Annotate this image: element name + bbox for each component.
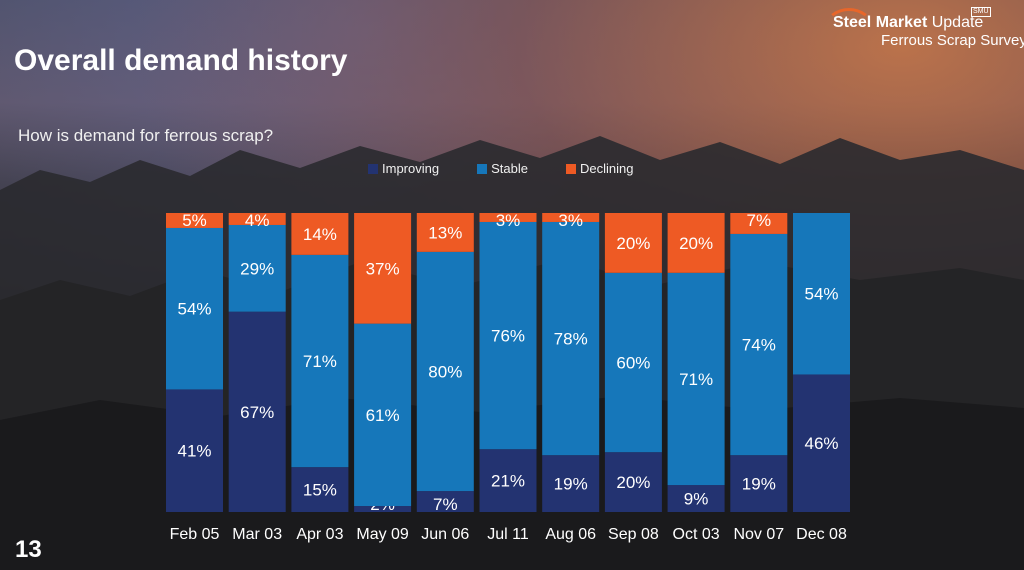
bar-stable-5 [479, 221, 537, 450]
data-label-stable-6: 78% [554, 330, 588, 349]
bar-improving-5 [479, 449, 537, 512]
data-label-declining-7: 20% [616, 234, 650, 253]
bar-stable-4 [416, 251, 474, 492]
data-label-declining-3: 37% [366, 259, 400, 278]
data-label-declining-9: 7% [747, 211, 772, 230]
page-number: 13 [15, 536, 42, 563]
bar-declining-1 [228, 213, 286, 225]
data-label-stable-0: 54% [177, 300, 211, 319]
data-label-declining-2: 14% [303, 225, 337, 244]
data-label-stable-1: 29% [240, 259, 274, 278]
legend-label-stable: Stable [491, 161, 528, 176]
bar-declining-3 [354, 213, 412, 324]
x-tick-label-7: Sep 08 [608, 526, 659, 543]
data-label-improving-10: 46% [804, 434, 838, 453]
bar-declining-5 [479, 213, 537, 222]
data-label-improving-7: 20% [616, 473, 650, 492]
page-title: Overall demand history [14, 44, 348, 77]
x-tick-label-2: Apr 03 [296, 526, 343, 543]
bar-stable-7 [604, 272, 662, 453]
data-label-declining-6: 3% [558, 211, 583, 230]
bar-declining-6 [542, 213, 600, 222]
bar-improving-2 [291, 467, 349, 512]
legend-item-declining: Declining [565, 161, 634, 176]
data-label-declining-0: 5% [182, 211, 207, 230]
x-tick-label-5: Jul 11 [487, 526, 529, 543]
data-label-declining-1: 4% [245, 211, 270, 230]
bar-improving-7 [604, 452, 662, 512]
logo-subtitle: Ferrous Scrap Survey [881, 32, 1024, 49]
chart-question: How is demand for ferrous scrap? [18, 126, 274, 145]
data-label-stable-8: 71% [679, 370, 713, 389]
x-tick-label-6: Aug 06 [545, 526, 596, 543]
data-label-improving-2: 15% [303, 481, 337, 500]
bar-stable-1 [228, 224, 286, 312]
legend-swatch-improving [368, 163, 378, 174]
steel-market-update-logo: Steel Market Update Ferrous Scrap Survey… [825, 7, 1024, 50]
data-label-declining-8: 20% [679, 234, 713, 253]
legend-swatch-stable [477, 163, 488, 174]
bar-stable-6 [542, 221, 600, 456]
x-tick-label-9: Nov 07 [733, 526, 784, 543]
data-label-improving-0: 41% [177, 442, 211, 461]
bar-stable-0 [166, 227, 223, 390]
legend-label-declining: Declining [579, 161, 634, 176]
data-label-improving-9: 19% [742, 475, 776, 494]
bar-declining-0 [166, 213, 223, 228]
bar-stable-2 [291, 254, 349, 468]
bar-improving-4 [416, 491, 474, 512]
x-tick-label-0: Feb 05 [170, 526, 220, 543]
logo-badge: SMU [971, 7, 991, 17]
bar-improving-8 [667, 485, 725, 512]
data-label-improving-4: 7% [433, 495, 458, 514]
data-label-improving-8: 9% [684, 490, 709, 509]
x-tick-label-10: Dec 08 [796, 526, 847, 543]
x-tick-label-8: Oct 03 [673, 526, 720, 543]
data-label-stable-7: 60% [616, 354, 650, 373]
data-label-declining-4: 13% [428, 223, 462, 242]
bar-declining-4 [416, 213, 474, 252]
bar-improving-9 [730, 455, 788, 512]
bar-improving-6 [542, 455, 600, 512]
bar-declining-2 [291, 213, 349, 255]
data-label-improving-6: 19% [554, 475, 588, 494]
bar-declining-7 [604, 213, 662, 273]
bar-improving-1 [228, 311, 286, 512]
logo-brand-light: Update [931, 14, 984, 31]
data-label-stable-4: 80% [428, 362, 462, 381]
data-label-stable-2: 71% [303, 352, 337, 371]
data-label-stable-10: 54% [804, 285, 838, 304]
bar-declining-9 [730, 213, 788, 234]
chart-legend: Improving Stable Declining [368, 161, 671, 176]
data-label-stable-3: 61% [366, 406, 400, 425]
legend-item-improving: Improving [368, 161, 439, 176]
bar-stable-3 [354, 323, 412, 507]
legend-item-stable: Stable [477, 161, 528, 176]
x-tick-label-3: May 09 [356, 526, 409, 543]
bar-improving-10 [793, 374, 850, 512]
legend-label-improving: Improving [382, 161, 440, 176]
logo-swoosh-icon [825, 8, 873, 46]
data-label-improving-5: 21% [491, 472, 525, 491]
data-label-stable-9: 74% [742, 336, 776, 355]
bar-stable-9 [730, 233, 788, 456]
x-tick-label-4: Jun 06 [421, 526, 469, 543]
x-tick-label-1: Mar 03 [232, 526, 282, 543]
bar-stable-10 [793, 213, 850, 375]
bar-improving-3 [354, 506, 412, 512]
bar-declining-8 [667, 213, 725, 273]
data-label-declining-5: 3% [496, 211, 521, 230]
legend-swatch-declining [565, 163, 576, 174]
data-label-improving-1: 67% [240, 403, 274, 422]
data-label-stable-5: 76% [491, 327, 525, 346]
bar-stable-8 [667, 272, 725, 486]
bar-improving-0 [166, 389, 223, 512]
